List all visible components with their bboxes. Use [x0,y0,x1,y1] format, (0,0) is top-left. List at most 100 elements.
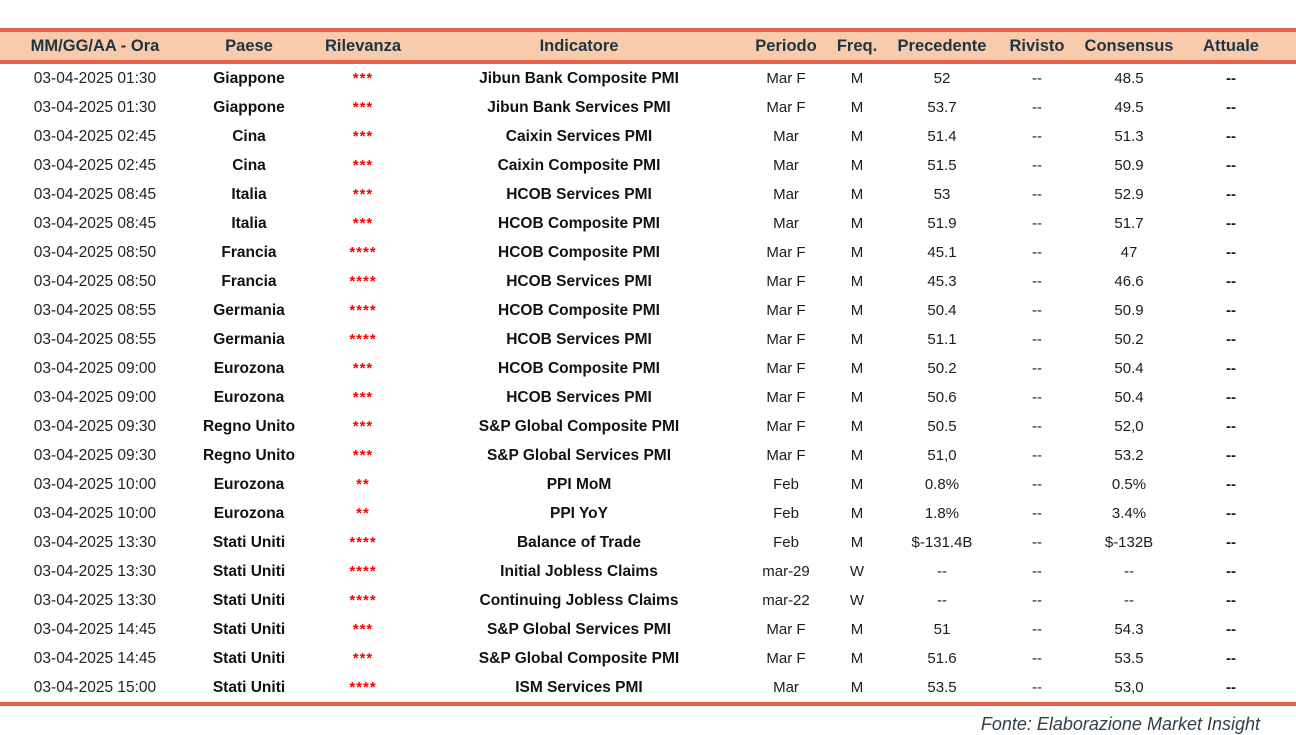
cell-datetime: 03-04-2025 02:45 [33,156,157,174]
relevance-stars: *** [352,186,374,203]
cell-country: Francia [221,272,277,290]
table-row: 03-04-2025 08:50 Francia **** HCOB Services… [0,267,1296,296]
cell-datetime: 03-04-2025 08:55 [33,301,157,319]
cell-revised: -- [1032,215,1042,232]
cell-country: Regno Unito [202,417,296,435]
cell-datetime: 03-04-2025 14:45 [33,649,157,667]
cell-actual: -- [1226,563,1236,580]
cell-consensus: -- [1124,592,1134,609]
cell-previous: $-131.4B [911,534,973,551]
cell-consensus: 51.3 [1114,128,1144,145]
table-body: 03-04-2025 01:30 Giappone *** Jibun Bank Co… [0,62,1296,706]
table-row: 03-04-2025 09:30 Regno Unito *** S&P Global… [0,412,1296,441]
cell-freq: M [850,215,864,232]
cell-country: Giappone [213,98,285,116]
cell-previous: 50.5 [927,418,957,435]
relevance-stars: *** [352,650,374,667]
cell-revised: -- [1032,157,1042,174]
cell-previous: -- [937,592,947,609]
cell-previous: 50.2 [927,360,957,377]
cell-actual: -- [1226,505,1236,522]
cell-consensus: 53.5 [1114,650,1144,667]
cell-revised: -- [1002,673,1072,706]
relevance-stars: *** [352,389,374,406]
cell-consensus: 51.7 [1114,215,1144,232]
table-row: 03-04-2025 02:45 Cina *** Caixin Composite … [0,151,1296,180]
cell-period: Mar [773,186,799,203]
cell-period: Mar F [766,389,806,406]
cell-datetime: 03-04-2025 13:30 [33,591,157,609]
cell-revised: -- [1032,534,1042,551]
relevance-stars: **** [349,534,377,551]
cell-indicator: HCOB Services PMI [506,330,652,348]
cell-indicator: S&P Global Services PMI [486,446,672,464]
table-row: 03-04-2025 09:00 Eurozona *** HCOB Composit… [0,354,1296,383]
cell-freq: M [850,621,864,638]
cell-freq: M [850,99,864,116]
cell-freq: M [832,673,882,706]
cell-actual: -- [1226,389,1236,406]
cell-country: Eurozona [213,475,285,493]
cell-consensus: 53.2 [1114,447,1144,464]
cell-revised: -- [1032,244,1042,261]
cell-country: Eurozona [213,504,285,522]
cell-freq: M [850,650,864,667]
cell-period: Mar [740,673,832,706]
cell-country: Eurozona [213,388,285,406]
cell-country: Stati Uniti [212,591,286,609]
cell-datetime: 03-04-2025 14:45 [33,620,157,638]
cell-country: Regno Unito [202,446,296,464]
cell-freq: M [850,534,864,551]
table-row: 03-04-2025 10:00 Eurozona ** PPI MoM Feb M 0.8… [0,470,1296,499]
cell-period: Mar F [766,418,806,435]
cell-freq: M [850,505,864,522]
table-row: 03-04-2025 01:30 Giappone *** Jibun Bank Co… [0,62,1296,93]
cell-revised: -- [1032,650,1042,667]
cell-revised: -- [1032,273,1042,290]
cell-revised: -- [1032,70,1042,87]
relevance-stars: **** [349,592,377,609]
cell-consensus: 49.5 [1114,99,1144,116]
cell-consensus: 54.3 [1114,621,1144,638]
cell-datetime: 03-04-2025 09:00 [33,359,157,377]
cell-country: Stati Uniti [212,620,286,638]
cell-actual: -- [1226,621,1236,638]
source-note: Fonte: Elaborazione Market Insight [980,714,1260,734]
cell-freq: M [850,331,864,348]
cell-indicator: Caixin Composite PMI [497,156,661,174]
cell-actual: -- [1226,186,1236,203]
cell-consensus: 50.4 [1114,389,1144,406]
cell-datetime: 03-04-2025 15:00 [0,673,190,706]
cell-revised: -- [1032,418,1042,435]
cell-period: Mar F [766,244,806,261]
cell-period: Mar [773,157,799,174]
cell-revised: -- [1032,447,1042,464]
cell-period: mar-22 [762,592,810,609]
relevance-stars: *** [352,447,374,464]
cell-period: Mar F [766,273,806,290]
cell-period: Mar F [766,360,806,377]
table-row: 03-04-2025 08:55 Germania **** HCOB Service… [0,325,1296,354]
cell-consensus: 50.9 [1114,157,1144,174]
cell-indicator: PPI MoM [546,475,612,493]
relevance-stars: **** [349,273,377,290]
cell-datetime: 03-04-2025 13:30 [33,562,157,580]
cell-actual: -- [1226,157,1236,174]
cell-consensus: 50.2 [1114,331,1144,348]
cell-freq: M [850,186,864,203]
cell-freq: M [850,157,864,174]
cell-indicator: HCOB Composite PMI [498,243,660,261]
relevance-stars: *** [352,418,374,435]
table-row: 03-04-2025 08:55 Germania **** HCOB Composi… [0,296,1296,325]
relevance-stars: **** [349,244,377,261]
cell-actual: -- [1226,476,1236,493]
cell-previous: 53.5 [882,673,1002,706]
cell-revised: -- [1032,128,1042,145]
cell-country: Francia [221,243,277,261]
column-header-actual: Attuale [1186,28,1296,64]
cell-consensus: -- [1124,563,1134,580]
cell-actual: -- [1226,534,1236,551]
table-row: 03-04-2025 14:45 Stati Uniti *** S&P Global… [0,615,1296,644]
relevance-stars: ** [356,476,370,493]
cell-previous: 45.3 [927,273,957,290]
